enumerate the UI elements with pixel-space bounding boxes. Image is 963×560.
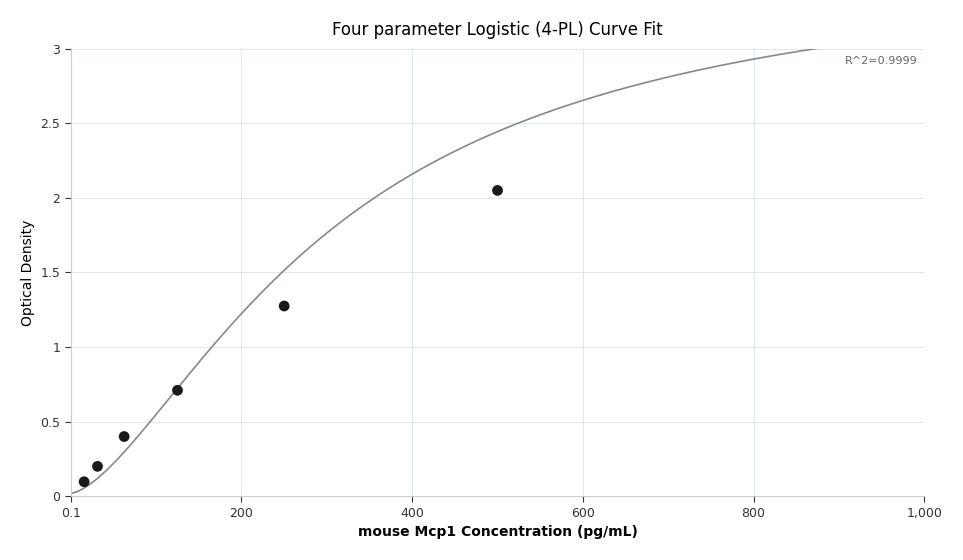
X-axis label: mouse Mcp1 Concentration (pg/mL): mouse Mcp1 Concentration (pg/mL) bbox=[357, 525, 638, 539]
Point bbox=[90, 462, 105, 471]
Y-axis label: Optical Density: Optical Density bbox=[21, 220, 35, 326]
Point bbox=[276, 301, 292, 310]
Point bbox=[169, 386, 185, 395]
Point bbox=[117, 432, 132, 441]
Point bbox=[490, 186, 506, 195]
Title: Four parameter Logistic (4-PL) Curve Fit: Four parameter Logistic (4-PL) Curve Fit bbox=[332, 21, 663, 39]
Text: R^2=0.9999: R^2=0.9999 bbox=[845, 55, 918, 66]
Point bbox=[76, 477, 91, 486]
